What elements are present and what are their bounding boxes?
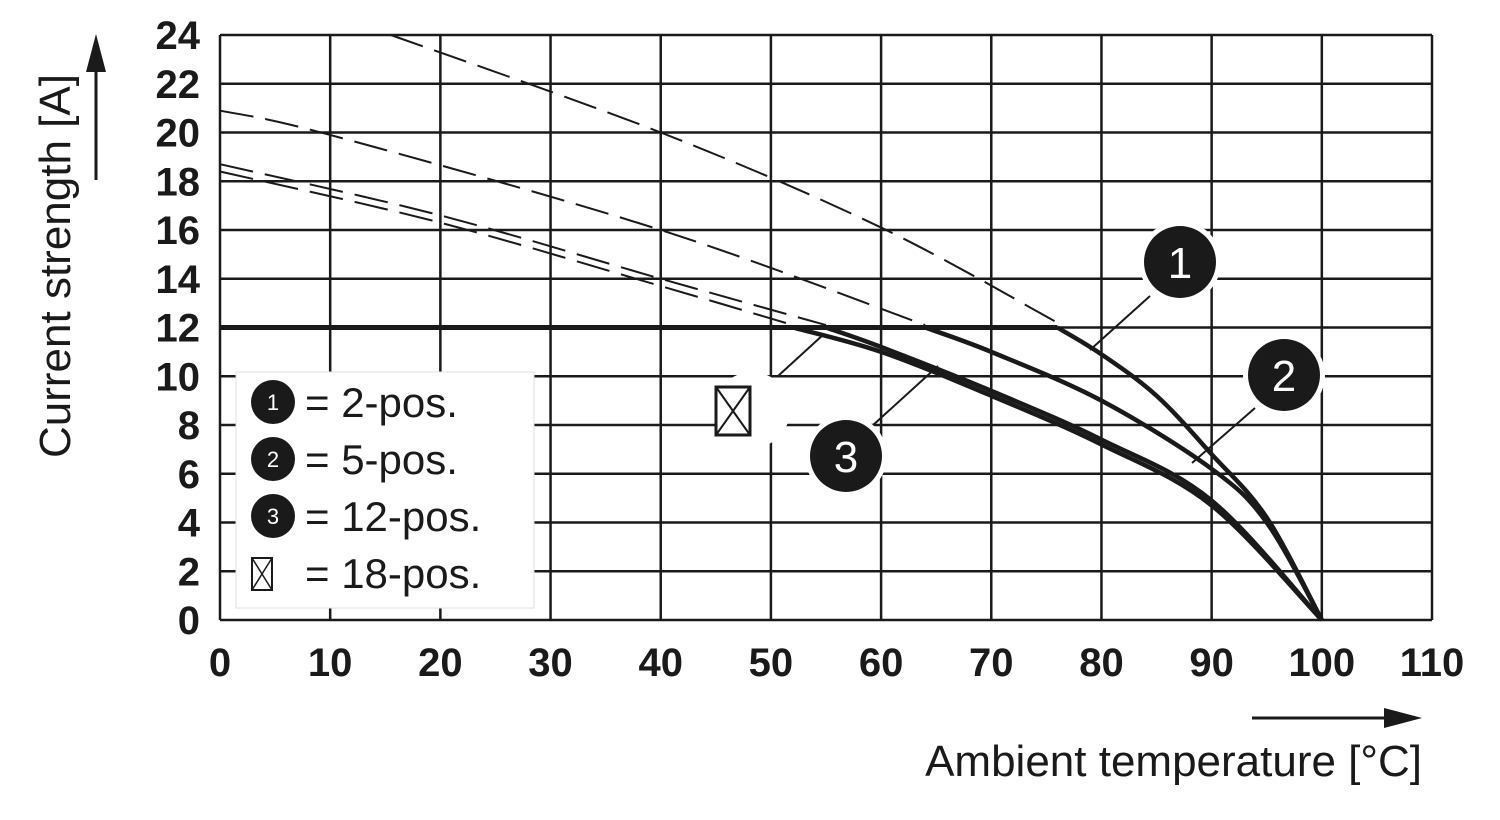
y-tick-label: 20 <box>156 112 201 156</box>
y-tick-label: 2 <box>178 550 200 594</box>
y-tick-label: 14 <box>156 258 201 302</box>
grid <box>218 33 1434 622</box>
y-tick-label: 10 <box>156 355 201 399</box>
series-lines <box>219 34 1324 622</box>
x-tick-label: 50 <box>749 641 794 685</box>
legend-marker-2 <box>251 437 295 481</box>
x-tick-label: 90 <box>1189 641 1234 685</box>
y-tick-label: 24 <box>156 14 201 58</box>
y-axis-arrow <box>86 34 106 180</box>
y-tick-label: 4 <box>178 502 201 546</box>
callout-label: 2 <box>1272 352 1296 401</box>
callouts: 1 2 3 <box>714 221 1325 497</box>
derating-line-3 <box>219 163 827 327</box>
callout-18-pos-icon <box>714 385 752 437</box>
y-tick-label: 18 <box>156 160 201 204</box>
x-tick-label: 80 <box>1079 641 1124 685</box>
legend-label: = 18-pos. <box>305 550 481 597</box>
legend-marker-1 <box>251 380 295 424</box>
series-line-18-pos-symbol <box>792 325 1324 622</box>
legend-label: = 2-pos. <box>305 379 458 426</box>
legend: 1 = 2-pos. 2 = 5-pos. 3 = 12-pos. = 18-pos. <box>235 371 535 609</box>
legend-marker-label: 2 <box>267 447 279 472</box>
x-axis-title: Ambient temperature [°C] <box>925 737 1422 786</box>
x-tick-labels: 0 10 20 30 40 50 60 70 80 90 100 110 <box>209 641 1464 685</box>
y-tick-label: 0 <box>178 599 200 643</box>
legend-marker-label: 1 <box>267 390 279 415</box>
callout-marker-3 <box>810 420 882 492</box>
legend-label: = 5-pos. <box>305 436 458 483</box>
x-tick-label: 100 <box>1288 641 1355 685</box>
x-tick-label: 30 <box>528 641 573 685</box>
callout-leader-18-pos <box>777 333 825 377</box>
y-tick-label: 8 <box>178 404 200 448</box>
y-tick-label: 6 <box>178 453 200 497</box>
callout-marker-1 <box>1144 226 1216 298</box>
y-tick-label: 22 <box>156 63 201 107</box>
callout-leader-1 <box>1089 295 1151 351</box>
y-tick-label: 12 <box>156 307 201 351</box>
callout-leader-2 <box>1191 407 1256 464</box>
x-tick-label: 70 <box>969 641 1014 685</box>
y-axis-title: Current strength [A] <box>31 74 80 458</box>
legend-marker-3 <box>251 494 295 538</box>
callout-leader-3 <box>871 365 939 427</box>
legend-label: = 12-pos. <box>305 493 481 540</box>
x-tick-label: 40 <box>638 641 683 685</box>
series-line-2 <box>924 325 1324 622</box>
callout-marker-2 <box>1248 339 1320 411</box>
derating-line-1 <box>390 34 1058 324</box>
series-line-3 <box>825 325 1324 622</box>
legend-marker-18-pos-icon <box>251 557 273 591</box>
callout-label: 3 <box>834 433 858 482</box>
x-tick-label: 0 <box>209 641 231 685</box>
y-tick-label: 16 <box>156 209 201 253</box>
derating-line-2 <box>219 109 926 327</box>
callout-label: 1 <box>1168 239 1192 288</box>
x-tick-label: 10 <box>308 641 353 685</box>
x-axis-arrow <box>1252 708 1422 728</box>
x-tick-label: 60 <box>859 641 904 685</box>
derating-line-18-pos-symbol <box>219 170 794 327</box>
legend-marker-label: 3 <box>267 504 279 529</box>
x-tick-label: 110 <box>1400 641 1465 685</box>
x-tick-label: 20 <box>418 641 463 685</box>
